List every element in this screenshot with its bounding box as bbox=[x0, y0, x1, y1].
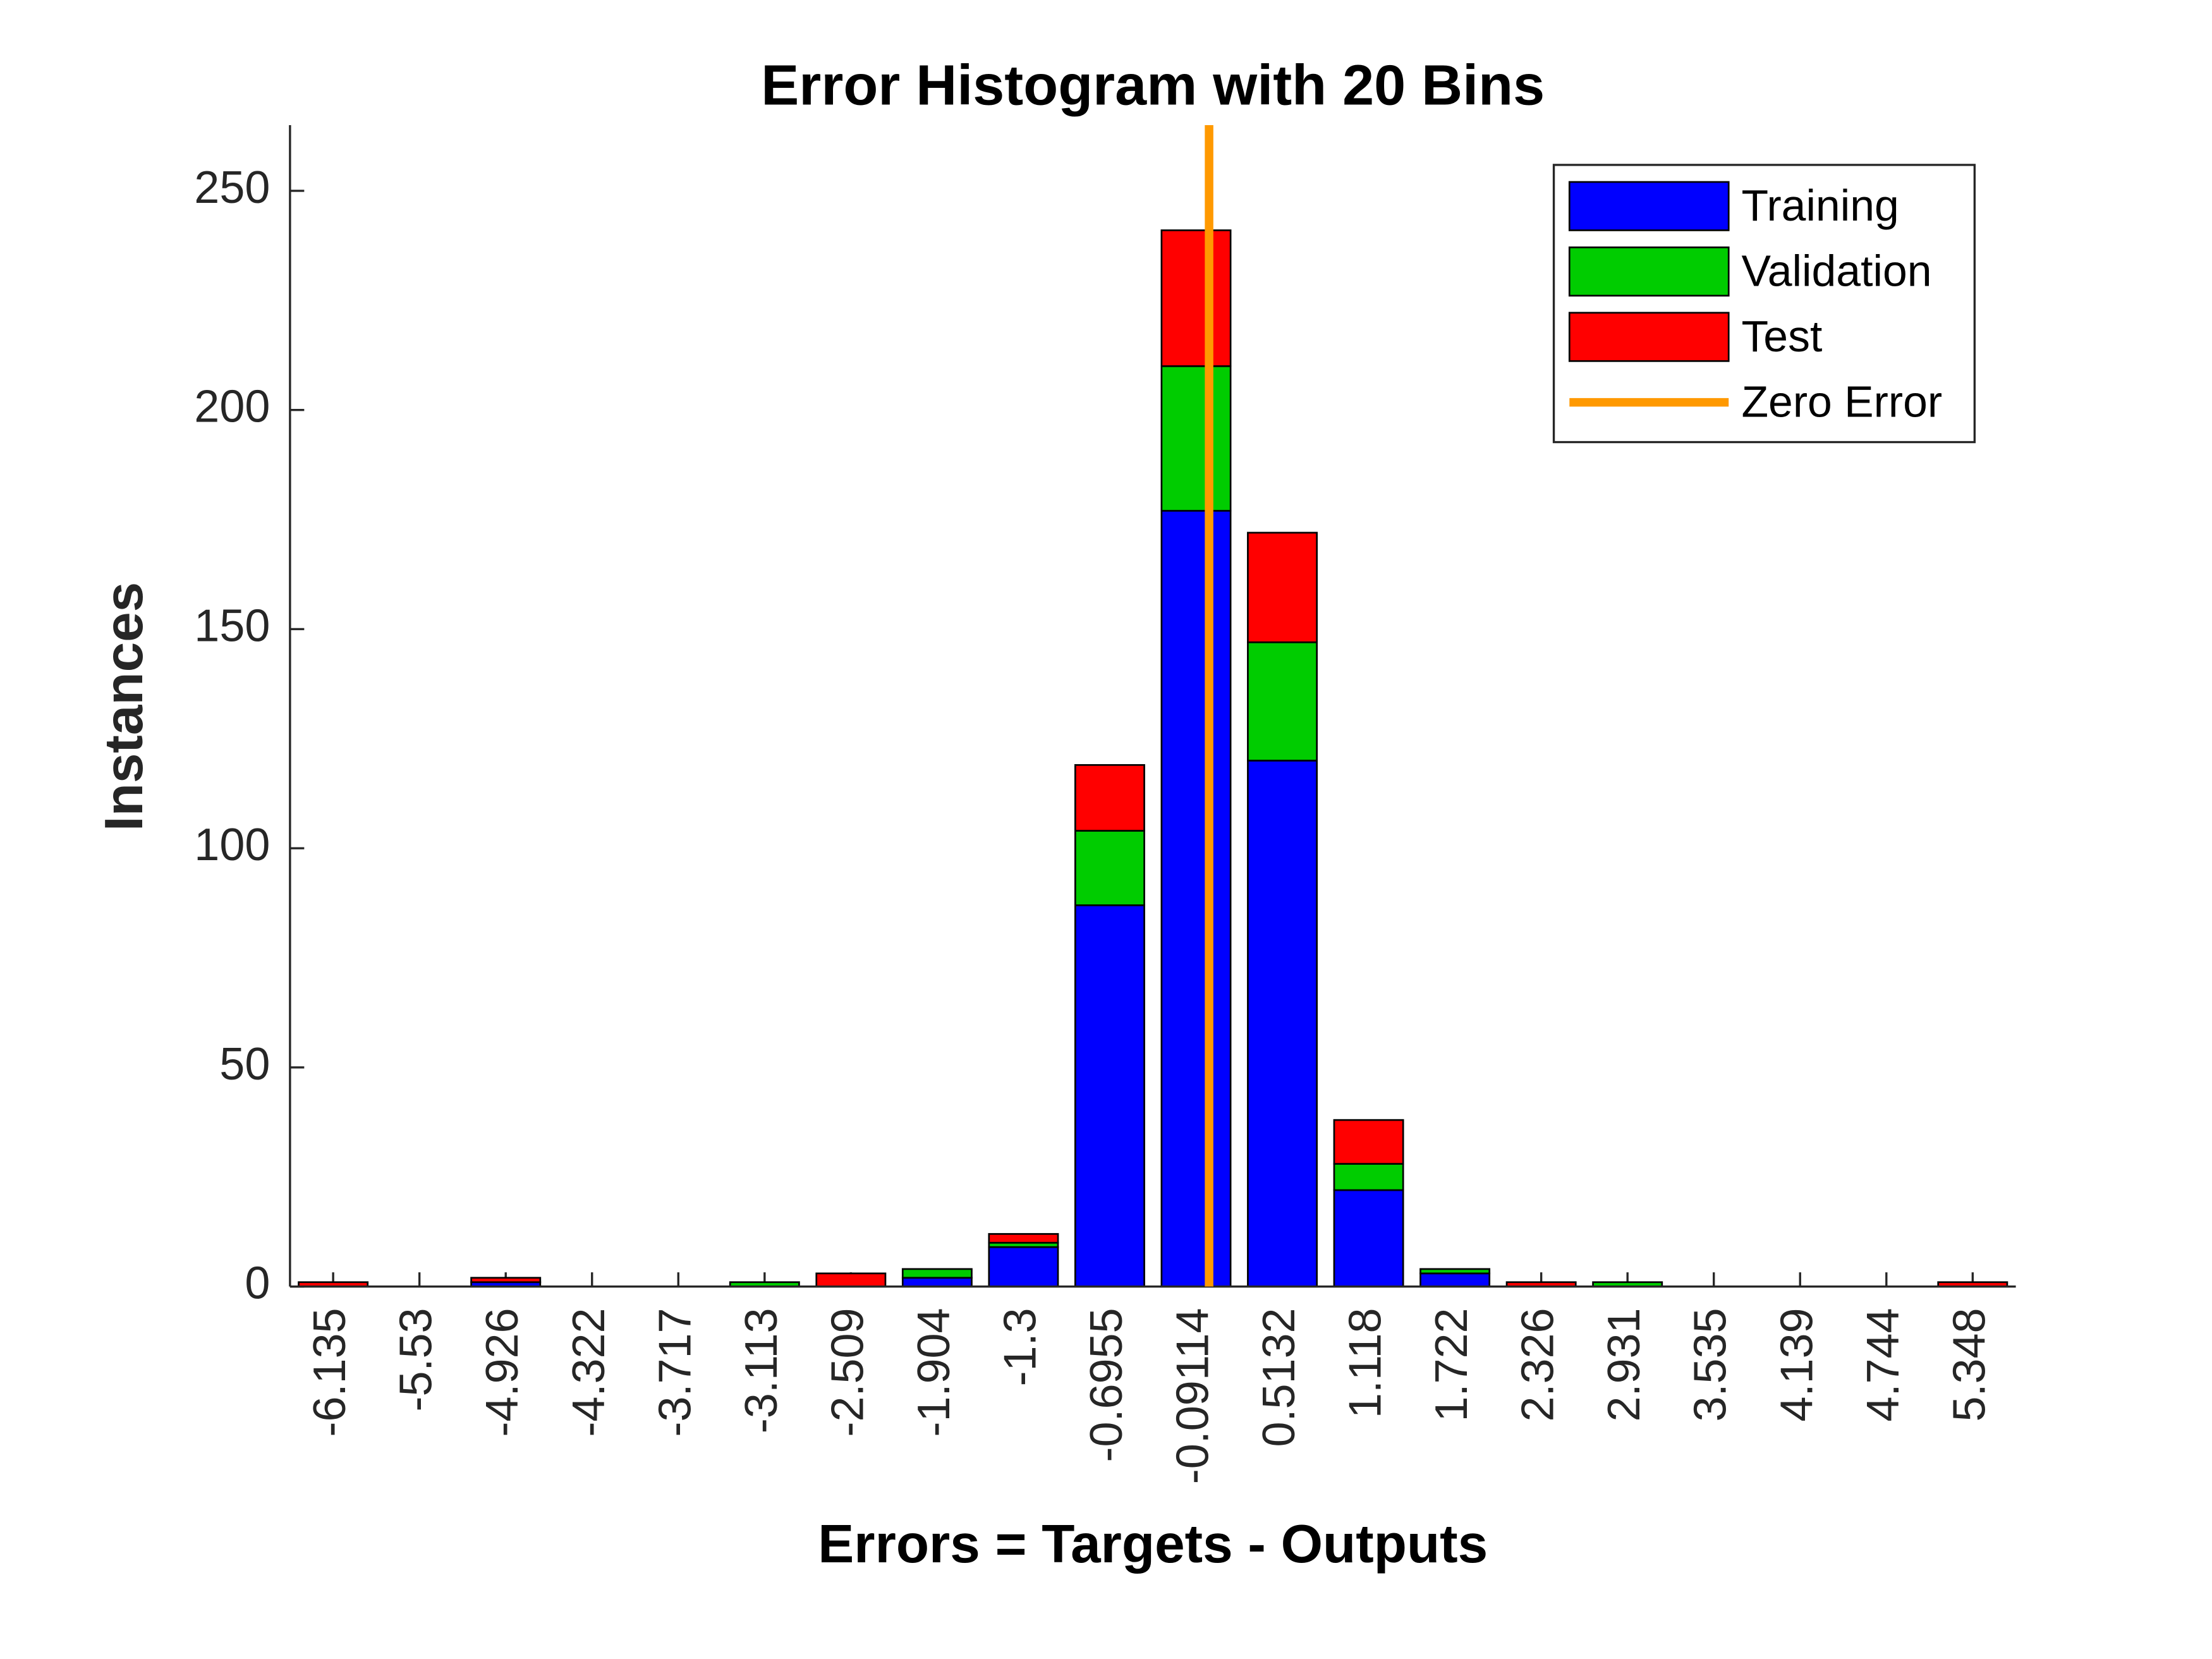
bar-segment bbox=[1333, 1163, 1404, 1191]
x-tick-label: -0.6955 bbox=[1081, 1308, 1132, 1462]
bar-segment bbox=[1160, 229, 1232, 367]
bar-segment bbox=[1247, 641, 1318, 762]
bar-segment bbox=[1074, 764, 1145, 832]
bar-segment bbox=[1419, 1272, 1491, 1288]
bar-segment bbox=[901, 1277, 973, 1288]
x-tick-label: -2.509 bbox=[822, 1308, 873, 1437]
legend-swatch bbox=[1568, 246, 1730, 297]
legend-label: Zero Error bbox=[1741, 377, 1942, 426]
x-tick-label: -3.717 bbox=[650, 1308, 700, 1437]
x-tick-label: -4.926 bbox=[477, 1308, 528, 1437]
x-tick-label: 1.722 bbox=[1426, 1308, 1477, 1421]
x-tick-label: 3.535 bbox=[1686, 1308, 1736, 1421]
chart-title: Error Histogram with 20 Bins bbox=[761, 54, 1545, 117]
x-tick-label: 1.118 bbox=[1340, 1308, 1391, 1418]
x-tick-label: -1.3 bbox=[995, 1308, 1045, 1386]
y-tick-label: 0 bbox=[245, 1258, 270, 1309]
bar-segment bbox=[470, 1277, 542, 1284]
legend-label: Training bbox=[1741, 181, 1899, 230]
x-tick-label: -6.135 bbox=[305, 1308, 355, 1437]
bar-segment bbox=[1419, 1268, 1491, 1275]
plot-area: 0 50 100 150 200 250 -6.135 -5.53 -4.926 -4.322 -3… bbox=[194, 125, 2016, 1484]
x-axis-label: Errors = Targets - Outputs bbox=[818, 1514, 1488, 1574]
legend-label: Validation bbox=[1741, 246, 1931, 296]
x-tick-label: 5.348 bbox=[1944, 1308, 1995, 1421]
x-tick-label: -5.53 bbox=[391, 1308, 442, 1411]
bar-segment bbox=[1333, 1119, 1404, 1165]
bar-segment bbox=[988, 1246, 1059, 1288]
bar-segment bbox=[1247, 532, 1318, 643]
bar-segment bbox=[815, 1272, 887, 1288]
x-tick-label: 4.139 bbox=[1771, 1308, 1822, 1421]
x-tick-label: 4.744 bbox=[1858, 1308, 1909, 1421]
bar-segment bbox=[1247, 760, 1318, 1288]
x-tick-label: -3.113 bbox=[736, 1308, 787, 1433]
x-tick-label: -0.09114 bbox=[1168, 1308, 1218, 1484]
x-tick-label: -1.904 bbox=[909, 1308, 959, 1437]
y-axis-label: Instances bbox=[94, 582, 154, 831]
x-tick-label: -4.322 bbox=[564, 1308, 614, 1437]
x-tick-label: 2.326 bbox=[1513, 1308, 1564, 1421]
y-tick-label: 200 bbox=[194, 382, 270, 432]
bar-segment bbox=[1160, 509, 1232, 1288]
y-tick-label: 100 bbox=[194, 820, 270, 870]
bar-segment bbox=[1333, 1189, 1404, 1288]
bar-segment bbox=[988, 1233, 1059, 1244]
bar-segment bbox=[1074, 830, 1145, 906]
x-tick-label: 0.5132 bbox=[1254, 1308, 1304, 1447]
bar-segment bbox=[901, 1268, 973, 1279]
x-tick-label: 2.931 bbox=[1599, 1308, 1650, 1421]
legend-swatch bbox=[1568, 312, 1730, 362]
y-tick-label: 250 bbox=[194, 162, 270, 213]
bar-segment bbox=[1160, 365, 1232, 512]
y-tick-label: 150 bbox=[194, 600, 270, 651]
y-tick-label: 50 bbox=[219, 1039, 270, 1090]
legend-swatch bbox=[1568, 181, 1730, 231]
bar-segment bbox=[1074, 904, 1145, 1288]
legend-label: Test bbox=[1741, 312, 1822, 361]
